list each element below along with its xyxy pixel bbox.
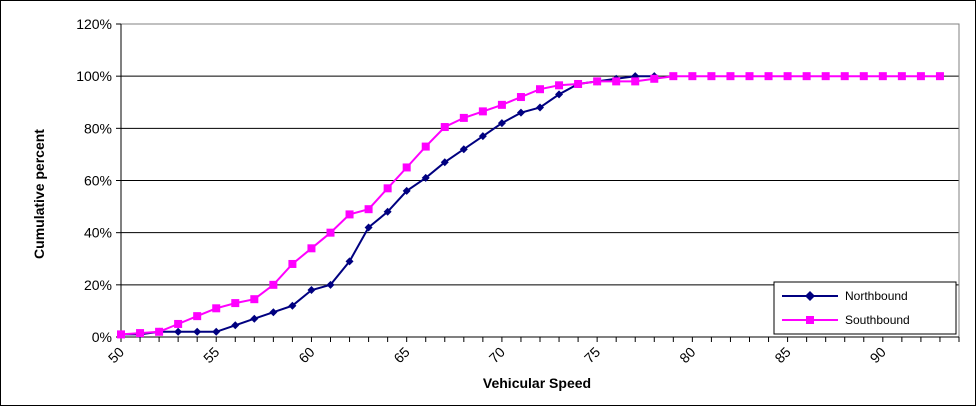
legend-marker-northbound [805,291,815,301]
legend: Northbound Southbound [773,281,957,335]
data-point-southbound [764,72,773,81]
data-point-southbound [383,184,392,193]
series-southbound [117,72,944,339]
data-point-northbound [250,314,259,323]
data-point-southbound [364,205,373,214]
data-point-southbound [231,299,240,308]
legend-label-northbound: Northbound [845,289,908,303]
data-point-southbound [212,304,221,313]
legend-box [773,281,957,335]
data-point-southbound [497,100,506,109]
data-point-northbound [421,173,430,182]
data-point-southbound [935,72,944,81]
data-point-southbound [555,81,564,90]
data-point-southbound [345,210,354,219]
x-axis-title: Vehicular Speed [483,375,591,391]
data-point-southbound [916,72,925,81]
data-point-northbound [516,108,525,117]
data-point-southbound [326,228,335,237]
data-point-southbound [459,113,468,122]
data-point-southbound [821,72,830,81]
y-tick-label: 20% [84,277,112,293]
data-point-northbound [269,308,278,317]
data-point-southbound [574,79,583,88]
data-point-southbound [669,72,678,81]
data-point-southbound [117,330,125,339]
data-point-southbound [155,327,164,336]
data-point-southbound [707,72,716,81]
y-tick-label: 80% [84,120,112,136]
data-point-southbound [307,244,316,253]
data-point-northbound [345,257,354,266]
data-point-northbound [478,132,487,141]
data-point-northbound [536,103,544,112]
legend-label-southbound: Southbound [845,313,910,327]
data-point-northbound [326,280,335,289]
data-point-southbound [402,163,411,172]
data-point-southbound [536,85,544,94]
data-point-northbound [231,321,240,330]
y-axis-title: Cumulative percent [31,129,47,259]
y-tick-label: 60% [84,173,112,189]
data-point-northbound [307,286,316,295]
axes: 0%20%40%60%80%100%120%50 55 60 65 70 75 80 85 90 [76,16,960,366]
data-point-northbound [402,186,411,195]
data-point-southbound [745,72,754,81]
y-tick-label: 100% [76,68,112,84]
data-point-southbound [269,280,278,289]
data-point-northbound [459,145,468,154]
data-point-northbound [212,327,221,336]
data-point-southbound [174,319,183,328]
data-point-southbound [612,77,621,86]
data-point-southbound [840,72,849,81]
data-point-southbound [288,259,297,268]
data-point-southbound [650,74,659,83]
data-point-southbound [802,72,811,81]
data-point-southbound [136,329,145,338]
data-point-southbound [897,72,906,81]
y-tick-label: 120% [76,16,112,32]
data-point-northbound [174,327,183,336]
data-point-southbound [783,72,792,81]
data-point-southbound [688,72,697,81]
data-point-southbound [726,72,735,81]
data-point-northbound [555,90,564,99]
series-layer [117,72,944,339]
y-tick-label: 40% [84,225,112,241]
data-point-northbound [288,301,297,310]
data-point-northbound [193,327,202,336]
data-point-southbound [516,93,525,102]
data-point-southbound [440,123,449,132]
data-point-southbound [631,77,640,86]
data-point-northbound [497,119,506,128]
data-point-southbound [421,142,430,151]
data-point-southbound [859,72,868,81]
data-point-southbound [193,312,202,321]
y-tick-label: 0% [92,329,112,345]
data-point-southbound [593,77,602,86]
legend-marker-southbound [806,316,814,324]
data-point-northbound [440,158,449,167]
data-point-southbound [478,107,487,116]
data-point-southbound [250,295,259,304]
data-point-northbound [364,223,373,232]
data-point-northbound [383,207,392,216]
data-point-southbound [878,72,887,81]
